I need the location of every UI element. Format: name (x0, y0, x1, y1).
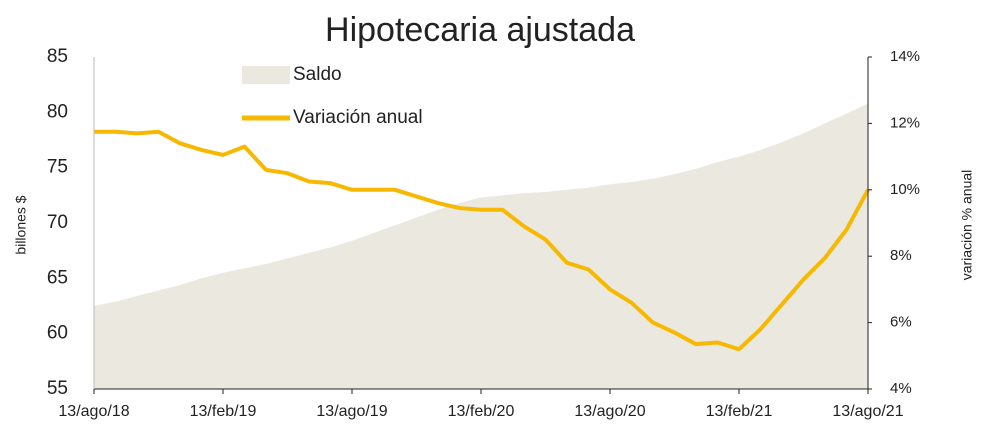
y2-tick-label: 10% (890, 181, 920, 198)
legend-swatch (242, 66, 290, 84)
y2-tick-label: 14% (890, 48, 920, 65)
line (94, 129, 870, 352)
x-tick-label: 13/feb/19 (190, 403, 257, 420)
y-tick-label: 55 (47, 378, 68, 399)
y-tick-label: 70 (47, 212, 68, 233)
x-tick-label: 13/feb/21 (706, 403, 773, 420)
y2-tick-label: 4% (890, 380, 912, 397)
y2-tick-label: 6% (890, 314, 912, 331)
y2-axis-label: variación % anual (959, 170, 975, 281)
y-tick-label: 80 (47, 101, 68, 122)
y-axis-label: billones $ (13, 195, 29, 254)
x-tick-label: 13/ago/20 (574, 403, 645, 420)
y-tick-label: 60 (47, 323, 68, 344)
y2-tick-label: 12% (890, 114, 920, 131)
legend-label: Saldo (293, 64, 342, 85)
y-tick-label: 85 (47, 46, 68, 67)
y2-tick-label: 8% (890, 247, 912, 264)
chart-title: Hipotecaria ajustada (325, 11, 635, 49)
x-tick-label: 13/ago/19 (316, 403, 387, 420)
y-tick-label: 65 (47, 267, 68, 288)
area (94, 103, 868, 389)
x-tick-label: 13/ago/21 (832, 403, 903, 420)
legend-label: Variación anual (293, 107, 423, 128)
y-tick-label: 75 (47, 157, 68, 178)
x-tick-label: 13/ago/18 (58, 403, 129, 420)
x-tick-label: 13/feb/20 (448, 403, 515, 420)
